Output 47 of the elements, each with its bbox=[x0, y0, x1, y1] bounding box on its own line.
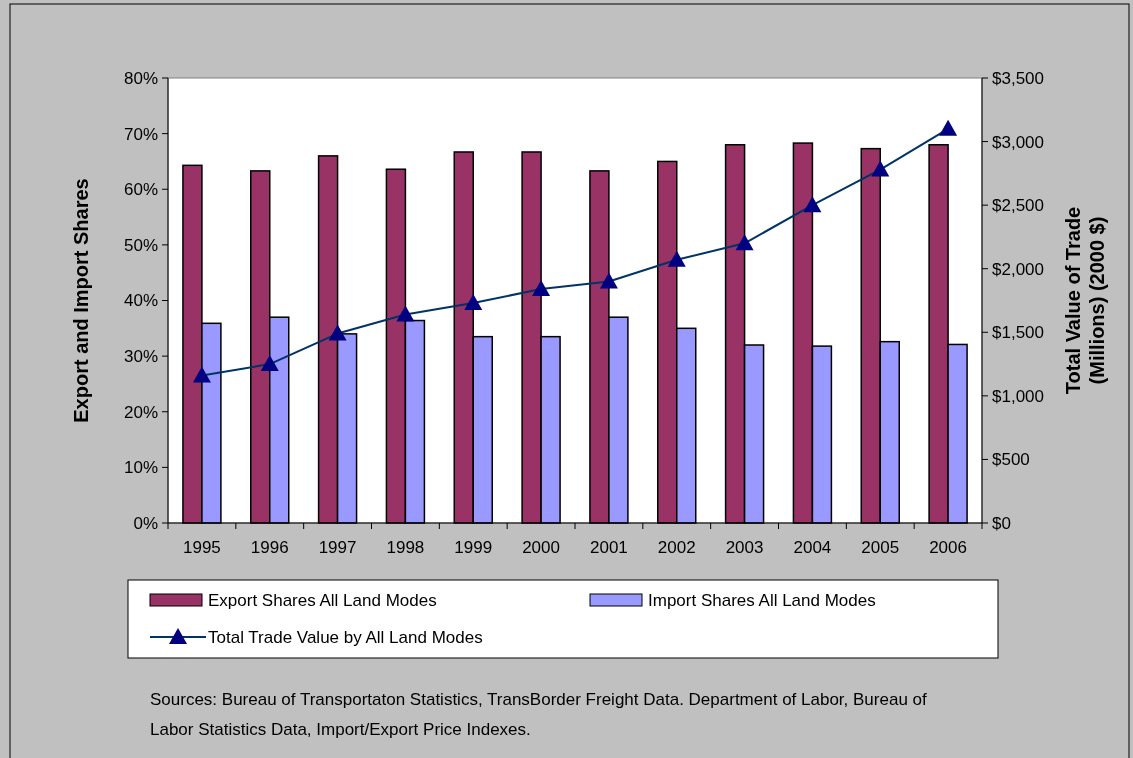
point bbox=[396, 305, 415, 322]
x-tick-label: 1997 bbox=[318, 538, 357, 557]
y-tick-label: 0% bbox=[133, 513, 158, 533]
x-tick-label: 2002 bbox=[657, 538, 696, 557]
x-tick-label: 2005 bbox=[861, 538, 900, 557]
x-tick-label: 2001 bbox=[590, 538, 628, 557]
y2-tick-label: $0 bbox=[992, 513, 1011, 533]
point bbox=[735, 234, 754, 251]
x-tick-label: 1996 bbox=[250, 538, 289, 557]
y-tick-label: 70% bbox=[123, 124, 158, 144]
y2-tick-label: $1,500 bbox=[992, 323, 1044, 343]
source-note: Sources: Bureau of Transportaton Statistics, TransBorder Freight Data. Department of Labor, Bureau of Labor Statistics Data, Import/Export Price Indexes. bbox=[150, 690, 928, 739]
y-axis-title: Export and Import Shares bbox=[70, 178, 92, 423]
y2-axis-title: Total Value of Trade (Millions) (2000 $) bbox=[1062, 206, 1108, 395]
y-tick-label: 50% bbox=[123, 235, 158, 255]
point bbox=[328, 324, 347, 341]
x-tick-label: 1999 bbox=[454, 538, 493, 557]
x-tick-label: 2006 bbox=[929, 538, 967, 557]
y2-tick-label: $1,000 bbox=[992, 386, 1044, 406]
x-tick-label: 1998 bbox=[386, 538, 425, 557]
point bbox=[464, 294, 483, 311]
x-tick-label: 2000 bbox=[522, 538, 560, 557]
point bbox=[667, 250, 686, 267]
point bbox=[192, 366, 211, 383]
y2-tick-label: $3,500 bbox=[992, 68, 1044, 88]
point bbox=[260, 355, 279, 372]
y-tick-label: 60% bbox=[123, 180, 158, 200]
y-tick-label: 40% bbox=[123, 291, 158, 311]
legend-label: Total Trade Value by All Land Modes bbox=[208, 627, 483, 647]
y2-tick-label: $2,500 bbox=[992, 196, 1044, 216]
y-tick-label: 10% bbox=[123, 458, 158, 478]
y2-tick-label: $3,000 bbox=[992, 132, 1044, 152]
x-tick-label: 2004 bbox=[793, 538, 832, 557]
point bbox=[532, 280, 551, 297]
point bbox=[939, 119, 958, 136]
point bbox=[871, 160, 890, 177]
y2-tick-label: $500 bbox=[992, 450, 1030, 470]
x-tick-label: 1995 bbox=[183, 538, 221, 557]
y-tick-label: 80% bbox=[123, 68, 158, 88]
point bbox=[599, 272, 618, 289]
y2-tick-label: $2,000 bbox=[992, 259, 1044, 279]
y-tick-label: 20% bbox=[123, 402, 158, 422]
point bbox=[803, 196, 822, 213]
x-tick-label: 2003 bbox=[725, 538, 764, 557]
legend-label: Export Shares All Land Modes bbox=[208, 590, 437, 610]
legend-label: Import Shares All Land Modes bbox=[648, 590, 876, 610]
y-tick-label: 30% bbox=[123, 347, 158, 367]
